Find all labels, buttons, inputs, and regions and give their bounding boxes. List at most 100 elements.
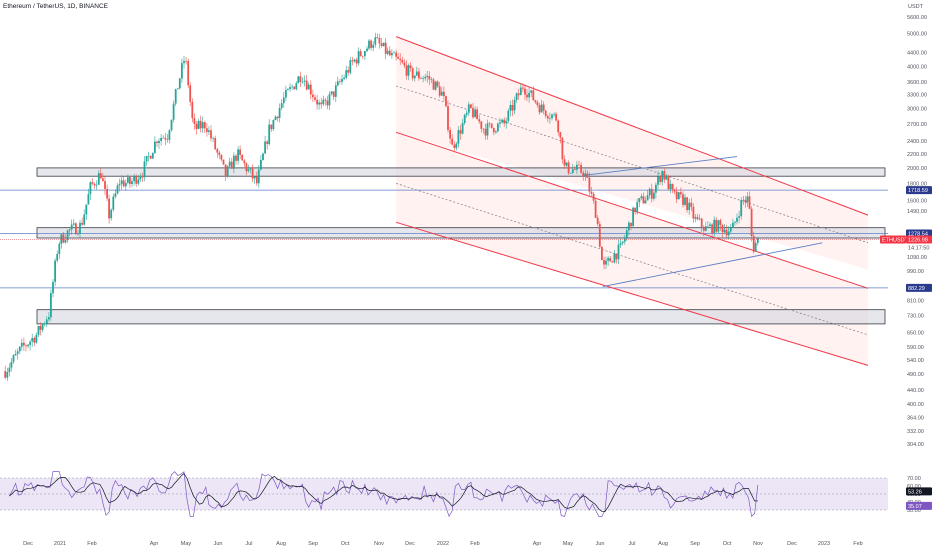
candle-body-73 xyxy=(156,141,158,143)
candle-body-57 xyxy=(122,180,125,187)
candle-body-358 xyxy=(748,196,751,209)
level-tag-1-text: 1718.59 xyxy=(908,188,928,194)
candle-body-152 xyxy=(320,102,323,105)
candle-body-116 xyxy=(245,163,248,172)
candle-body-341 xyxy=(713,219,716,234)
candle-body-332 xyxy=(694,217,697,219)
x-tick-label-5: Jun xyxy=(214,541,223,547)
candle-body-85 xyxy=(181,63,183,79)
candle-body-87 xyxy=(185,60,187,62)
candle-body-343 xyxy=(717,220,720,232)
candle-body-269 xyxy=(563,159,566,166)
candle-body-91 xyxy=(193,118,196,124)
candle-body-54 xyxy=(116,185,119,194)
candle-body-246 xyxy=(515,93,518,100)
candle-body-168 xyxy=(353,59,356,62)
candle-body-157 xyxy=(330,91,333,95)
level-tag-3-bg xyxy=(906,283,932,292)
candle-body-17 xyxy=(39,326,42,330)
candle-body-196 xyxy=(411,68,414,79)
candle-body-158 xyxy=(332,91,335,97)
candle-body-337 xyxy=(704,226,707,231)
candle-body-167 xyxy=(351,60,354,62)
candle-body-210 xyxy=(440,91,443,96)
x-tick-label-16: Jun xyxy=(596,541,605,547)
candle-body-94 xyxy=(199,120,202,129)
candle-body-154 xyxy=(324,99,327,101)
candle-body-248 xyxy=(519,87,522,96)
time-axis[interactable]: Dec 2021 Feb Apr May Jun Jul Aug Sep Oct Nov Dec 202… xyxy=(23,541,863,547)
candle-body-229 xyxy=(480,121,483,129)
channel-mid-dashed-line xyxy=(395,85,869,244)
zone-rect-1 xyxy=(36,167,886,177)
candle-body-205 xyxy=(430,79,433,80)
candle-body-102 xyxy=(216,149,219,153)
candle-body-247 xyxy=(517,93,520,96)
candle-body-294 xyxy=(615,253,618,260)
y-tick-label-9: 2200.00 xyxy=(907,152,927,158)
candle-body-160 xyxy=(336,81,339,86)
y-tick-label-23: 440.00 xyxy=(907,388,924,394)
candle-body-141 xyxy=(297,76,300,84)
level-tag-1: 1718.59 xyxy=(906,186,932,195)
candle-body-262 xyxy=(549,118,551,119)
price-axis[interactable]: 5600.00 5000.00 4400.00 4000.00 3600.00 3300.… xyxy=(907,15,927,448)
candle-body-186 xyxy=(391,53,393,56)
candle-body-108 xyxy=(228,161,231,167)
candle-body-231 xyxy=(484,128,487,136)
candle-body-110 xyxy=(233,155,235,169)
x-tick-label-24: Feb xyxy=(853,541,862,547)
candle-body-314 xyxy=(657,176,659,185)
candle-body-114 xyxy=(241,154,244,161)
y-tick-label-10: 2000.00 xyxy=(907,166,927,172)
candle-body-241 xyxy=(505,120,508,124)
channel-fill-1 xyxy=(396,36,868,270)
candle-body-45 xyxy=(97,173,100,185)
candle-body-232 xyxy=(486,123,489,136)
candle-body-214 xyxy=(449,130,451,139)
candle-body-147 xyxy=(309,84,312,95)
candle-body-126 xyxy=(266,141,269,144)
candle-body-242 xyxy=(507,110,510,121)
candle-body-27 xyxy=(60,234,63,244)
candle-body-342 xyxy=(715,219,718,232)
level-tag-2-text: 1278.54 xyxy=(908,232,928,238)
candle-body-35 xyxy=(77,233,79,235)
rsi-current-tag: 53.26 xyxy=(906,487,932,496)
candle-body-137 xyxy=(289,87,291,90)
candle-body-106 xyxy=(224,164,227,177)
candle-body-254 xyxy=(532,90,535,101)
candle-body-143 xyxy=(301,81,304,83)
candle-body-233 xyxy=(488,123,491,124)
candle-body-185 xyxy=(388,50,391,56)
candle-body-159 xyxy=(334,85,337,97)
y-tick-label-16: 990.00 xyxy=(907,269,924,275)
candle-body-329 xyxy=(688,202,691,210)
symbol-tag-text: ETHUSDT xyxy=(882,238,909,244)
candle-body-95 xyxy=(201,122,204,129)
y-tick-label-0: 5600.00 xyxy=(907,15,927,21)
candle-body-117 xyxy=(247,169,250,172)
candle-body-212 xyxy=(445,96,447,107)
candle-body-122 xyxy=(257,169,260,184)
candle-body-259 xyxy=(542,104,545,111)
x-tick-label-18: Aug xyxy=(658,541,668,547)
x-tick-label-10: Nov xyxy=(374,541,384,547)
candle-body-97 xyxy=(206,128,208,132)
candle-body-309 xyxy=(646,195,649,201)
level-tag-3: 882.29 xyxy=(906,283,932,292)
candle-body-261 xyxy=(546,116,549,119)
candle-body-334 xyxy=(698,218,701,220)
candle-body-32 xyxy=(70,224,73,230)
candle-body-276 xyxy=(578,164,580,166)
candle-body-84 xyxy=(178,78,181,89)
candle-body-280 xyxy=(586,173,589,178)
candle-body-133 xyxy=(280,103,283,109)
candle-body-140 xyxy=(295,83,298,90)
candle-body-174 xyxy=(366,48,368,52)
candle-body-283 xyxy=(592,193,595,201)
trend-lines[interactable] xyxy=(0,36,888,366)
candle-body-194 xyxy=(407,65,410,76)
candle-body-20 xyxy=(45,319,48,324)
